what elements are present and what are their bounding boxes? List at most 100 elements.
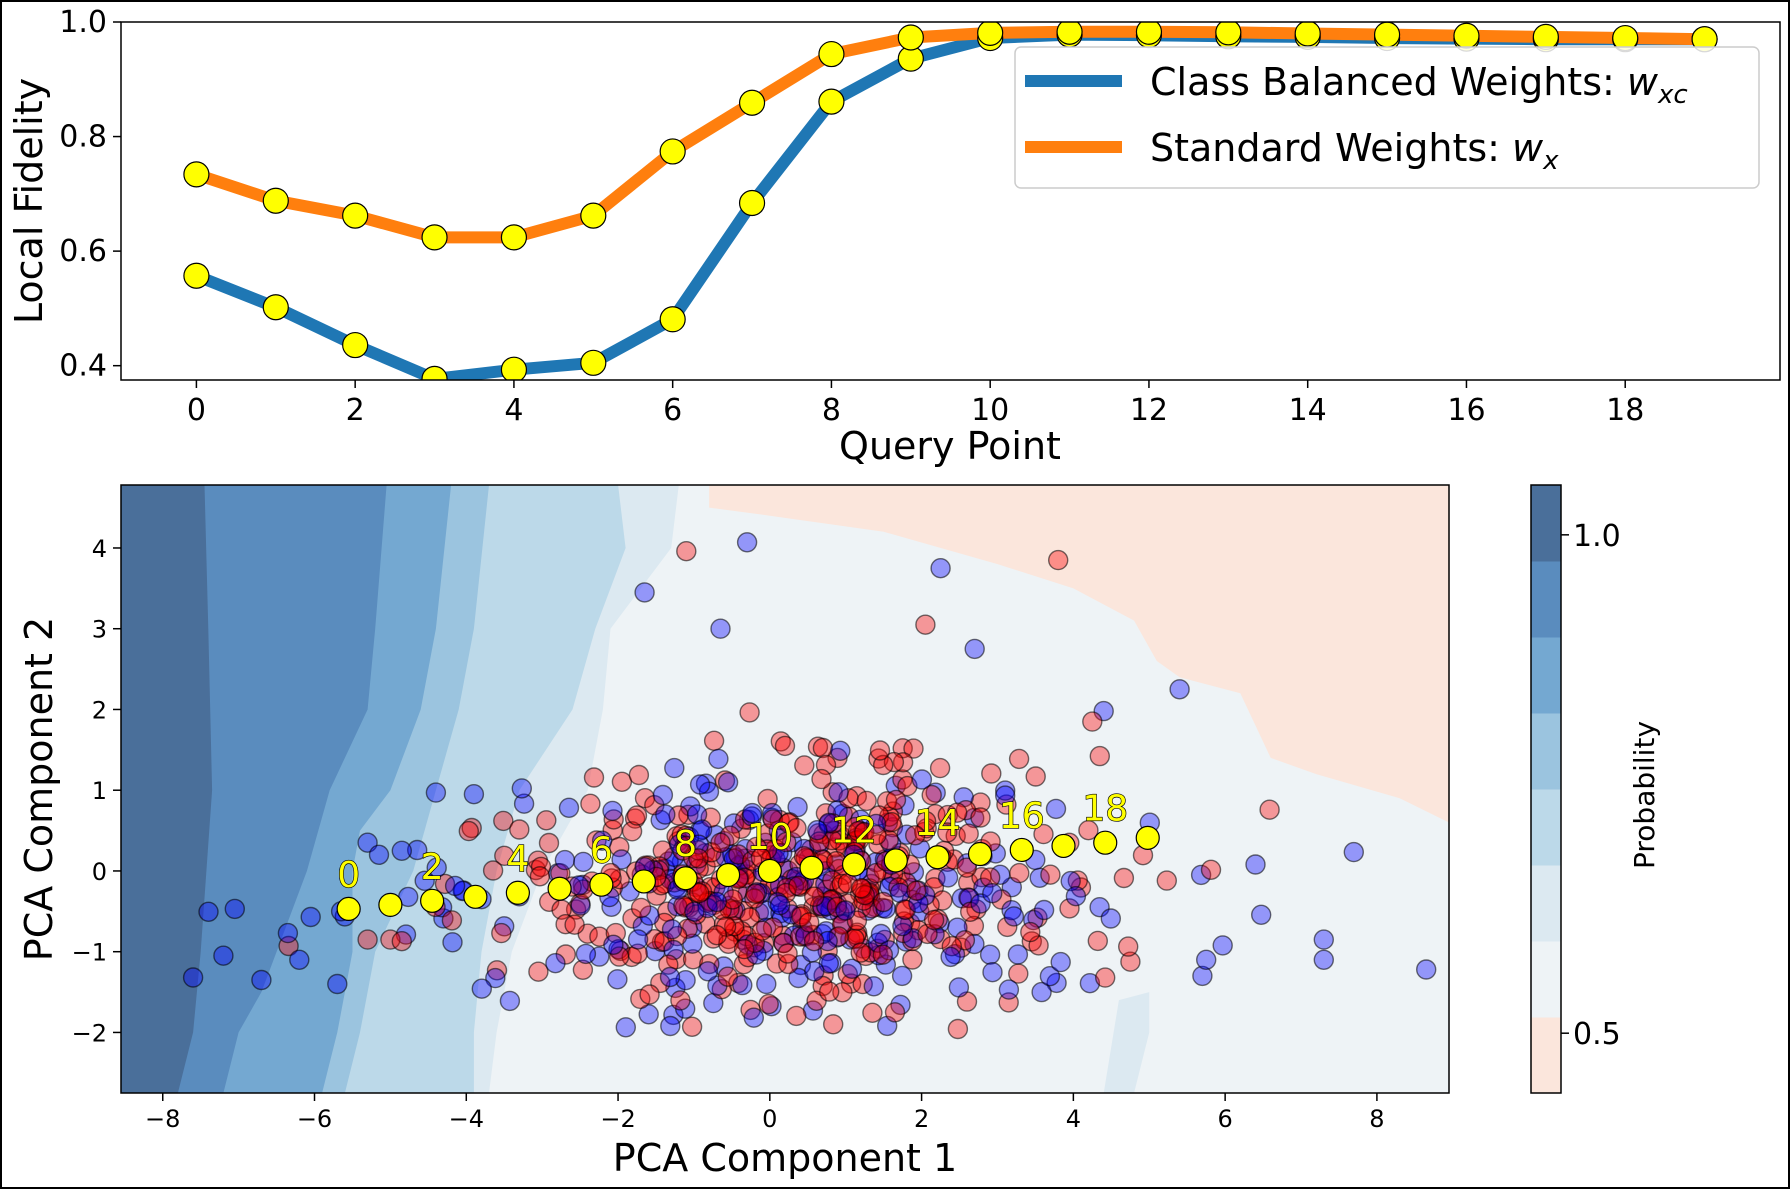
y-tick-label: −1 (72, 939, 107, 967)
class-1-point (688, 848, 709, 869)
class-1-point (688, 840, 709, 861)
query-point (336, 896, 361, 922)
class-0-point (1343, 841, 1365, 863)
class-1-point (958, 823, 979, 844)
class-1-point (624, 808, 646, 829)
class-1-point (676, 541, 697, 562)
class-0-point (607, 969, 628, 990)
class-0-point (710, 618, 731, 639)
class-0-point (652, 784, 674, 806)
legend-label-class-balanced: Class Balanced Weights: wxc (1150, 60, 1688, 110)
class-1-point (884, 1002, 906, 1023)
class-0-point (300, 906, 321, 928)
class-0-point (1415, 959, 1437, 980)
class-0-point (368, 844, 390, 865)
series-0-point (500, 356, 528, 380)
class-1-point (718, 928, 739, 950)
query-point-label: 2 (421, 847, 444, 888)
class-1-point (762, 809, 784, 830)
x-tick-label: −8 (145, 1105, 180, 1133)
class-0-point (426, 857, 447, 878)
series-0-point (659, 306, 686, 333)
class-1-point (1020, 921, 1041, 943)
class-0-point (511, 778, 532, 799)
class-1-point (906, 880, 927, 901)
query-point-label: 0 (337, 855, 360, 896)
class-1-point (714, 770, 736, 791)
series-1-point (738, 89, 766, 116)
top-plot-frame (120, 21, 1781, 381)
class-1-point (630, 988, 651, 1010)
class-0-point (1007, 944, 1029, 965)
series-0-point (421, 365, 448, 380)
query-point (631, 869, 656, 894)
class-1-point (758, 993, 779, 1015)
query-point (1051, 833, 1076, 859)
class-1-point (905, 825, 926, 846)
class-0-point (442, 932, 463, 953)
class-1-point (786, 817, 807, 839)
class-0-point (1100, 908, 1122, 929)
x-tick-label: 6 (663, 393, 682, 428)
probability-contours (121, 485, 1449, 1093)
series-0-point (183, 262, 210, 289)
x-tick-label: 12 (1130, 393, 1168, 428)
class-0-point (995, 780, 1016, 801)
class-1-point (1059, 898, 1080, 919)
class-0-point (1045, 798, 1067, 820)
class-0-point (998, 979, 1020, 1000)
class-1-point (873, 891, 894, 913)
class-1-point (628, 764, 650, 786)
class-0-point (830, 740, 851, 761)
class-0-point (706, 891, 727, 913)
class-0-point (947, 917, 968, 938)
class-1-point (528, 961, 549, 982)
class-0-point (924, 924, 945, 945)
class-1-point (902, 949, 923, 970)
class-0-point (615, 1017, 636, 1038)
class-0-point (639, 905, 660, 926)
class-0-point (870, 923, 892, 945)
class-0-point (659, 966, 681, 988)
class-0-point (804, 961, 825, 982)
colorbar-segment (1531, 713, 1561, 790)
query-point-label: 10 (747, 817, 793, 858)
class-0-point (783, 925, 805, 946)
colorbar-segment (1531, 941, 1561, 1018)
class-1-point (866, 824, 887, 846)
class-1-point (1033, 823, 1054, 845)
class-0-point (251, 969, 272, 991)
class-0-point (723, 813, 745, 834)
class-1-point (357, 929, 378, 950)
query-point-label: 18 (1082, 789, 1128, 830)
class-0-point (463, 784, 485, 805)
class-1-point (583, 767, 605, 788)
class-0-point (485, 967, 506, 989)
class-0-point (1250, 904, 1272, 925)
class-1-point (689, 882, 710, 904)
class-1-point (1040, 864, 1061, 885)
pca-scatter-chart: 0 2 4 6 8 10 12 14 16 18 −8 −6 −4 −2 0 2 4 6 8 −2−101234 … (17, 484, 1661, 1180)
class-1-point (744, 932, 765, 953)
class-0-point (575, 943, 597, 965)
query-point (925, 845, 950, 870)
class-1-point (622, 908, 643, 929)
class-1-point (682, 949, 704, 970)
series-0-point (818, 88, 845, 115)
series-1-point (1453, 22, 1480, 49)
class-1-point (572, 959, 594, 980)
class-1-point (828, 926, 849, 947)
series-1-point (1135, 22, 1163, 45)
class-1-point (627, 943, 648, 964)
class-1-point (493, 810, 514, 832)
class-0-point (545, 953, 566, 974)
class-1-point (981, 763, 1002, 784)
class-0-point (327, 973, 348, 995)
top-x-axis-ticks: 0 2 4 6 8 10 12 14 16 18 (187, 380, 1644, 428)
class-1-point (486, 960, 508, 981)
query-point (420, 888, 445, 913)
bottom-plot-frame (120, 484, 1450, 1094)
class-0-point (930, 558, 951, 579)
class-0-point (289, 949, 310, 970)
